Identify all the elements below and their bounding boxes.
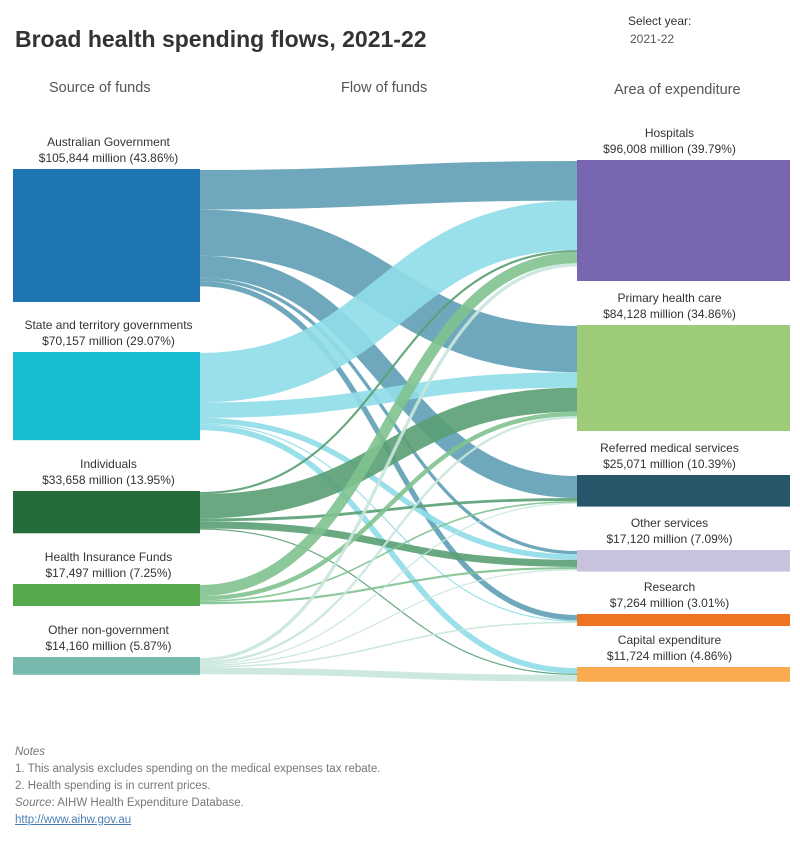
target-name-label: Other services — [631, 516, 708, 530]
flow-link-individuals-to-capital-expenditure[interactable] — [199, 528, 578, 675]
source-name-label: Other non-government — [48, 623, 169, 637]
source-node-individuals[interactable] — [13, 491, 200, 534]
chart-title: Broad health spending flows, 2021-22 — [15, 26, 427, 52]
source-value-label: $14,160 million (5.87%) — [45, 639, 171, 653]
source-value-label: $17,497 million (7.25%) — [45, 566, 171, 580]
flow-link-health-insurance-funds-to-primary-health-care[interactable] — [199, 411, 578, 601]
notes-section: Notes 1. This analysis excludes spending… — [15, 744, 380, 829]
flow-link-other-non-government-to-hospitals[interactable] — [199, 263, 578, 662]
target-name-label: Primary health care — [617, 291, 721, 305]
flow-link-australian-government-to-referred-medical-services[interactable] — [199, 255, 578, 498]
target-name-label: Research — [644, 580, 695, 594]
source-value-label: $70,157 million (29.07%) — [42, 334, 175, 348]
target-node-capital-expenditure[interactable] — [577, 667, 790, 682]
source-value-label: $33,658 million (13.95%) — [42, 473, 175, 487]
target-value-label: $96,008 million (39.79%) — [603, 142, 736, 156]
flow-link-health-insurance-funds-to-referred-medical-services[interactable] — [199, 500, 578, 603]
notes-title: Notes — [15, 746, 46, 758]
target-name-label: Capital expenditure — [618, 633, 722, 647]
target-node-research[interactable] — [577, 614, 790, 626]
target-value-label: $11,724 million (4.86%) — [607, 649, 732, 663]
flow-link-state-and-territory-governments-to-other-services[interactable] — [199, 417, 578, 560]
flow-link-health-insurance-funds-to-other-services[interactable] — [199, 566, 578, 605]
target-value-label: $84,128 million (34.86%) — [603, 307, 736, 321]
flow-link-other-non-government-to-referred-medical-services[interactable] — [199, 502, 578, 665]
target-node-primary-health-care[interactable] — [577, 325, 790, 432]
flow-link-other-non-government-to-other-services[interactable] — [199, 569, 578, 667]
flow-link-state-and-territory-governments-to-primary-health-care[interactable] — [199, 372, 578, 418]
source-node-health-insurance-funds[interactable] — [13, 584, 200, 606]
flow-link-individuals-to-primary-health-care[interactable] — [199, 387, 578, 519]
source-label: Source — [15, 797, 52, 809]
flow-link-individuals-to-referred-medical-services[interactable] — [199, 498, 578, 522]
flow-link-individuals-to-hospitals[interactable] — [199, 250, 578, 495]
source-note: Source: AIHW Health Expenditure Database… — [15, 795, 380, 812]
flow-column-header: Flow of funds — [341, 80, 428, 96]
sankey-links — [199, 161, 578, 682]
target-node-hospitals[interactable] — [577, 160, 790, 281]
target-value-label: $7,264 million (3.01%) — [610, 596, 729, 610]
source-node-australian-government[interactable] — [13, 169, 200, 302]
sankey-nodes — [13, 160, 790, 682]
source-name-label: Health Insurance Funds — [45, 550, 172, 564]
aihw-link[interactable]: http://www.aihw.gov.au — [15, 814, 132, 826]
note-item: 2. Health spending is in current prices. — [15, 780, 211, 792]
source-name-label: Australian Government — [47, 135, 170, 149]
flow-link-other-non-government-to-research[interactable] — [199, 621, 578, 668]
year-select-dropdown[interactable]: 2021-22 — [630, 32, 675, 46]
note-item: 1. This analysis excludes spending on th… — [15, 763, 381, 775]
year-select-label: Select year: — [628, 14, 692, 28]
flow-link-other-non-government-to-capital-expenditure[interactable] — [199, 667, 578, 682]
source-name-label: State and territory governments — [24, 318, 192, 332]
target-name-label: Referred medical services — [600, 441, 739, 455]
flow-link-australian-government-to-hospitals[interactable] — [199, 161, 578, 210]
area-column-header: Area of expenditure — [614, 82, 741, 98]
source-node-state-and-territory-governments[interactable] — [13, 352, 200, 441]
sankey-labels: Australian Government $105,844 million (4… — [24, 126, 738, 663]
target-node-referred-medical-services[interactable] — [577, 475, 790, 507]
flow-link-state-and-territory-governments-to-research[interactable] — [199, 423, 578, 622]
flow-link-state-and-territory-governments-to-hospitals[interactable] — [199, 200, 578, 403]
source-text: : AIHW Health Expenditure Database. — [51, 797, 244, 809]
source-value-label: $105,844 million (43.86%) — [39, 151, 178, 165]
flow-link-health-insurance-funds-to-hospitals[interactable] — [199, 252, 578, 596]
source-column-header: Source of funds — [49, 80, 151, 96]
flow-link-individuals-to-other-services[interactable] — [199, 521, 578, 567]
source-name-label: Individuals — [80, 457, 137, 471]
sankey-chart: Australian Government $105,844 million (4… — [13, 126, 790, 682]
flow-link-state-and-territory-governments-to-capital-expenditure[interactable] — [199, 424, 578, 674]
source-node-other-non-government[interactable] — [13, 657, 200, 675]
target-value-label: $17,120 million (7.09%) — [606, 532, 732, 546]
target-name-label: Hospitals — [645, 126, 694, 140]
target-node-other-services[interactable] — [577, 550, 790, 572]
flow-link-other-non-government-to-primary-health-care[interactable] — [199, 416, 578, 664]
target-value-label: $25,071 million (10.39%) — [603, 457, 736, 471]
